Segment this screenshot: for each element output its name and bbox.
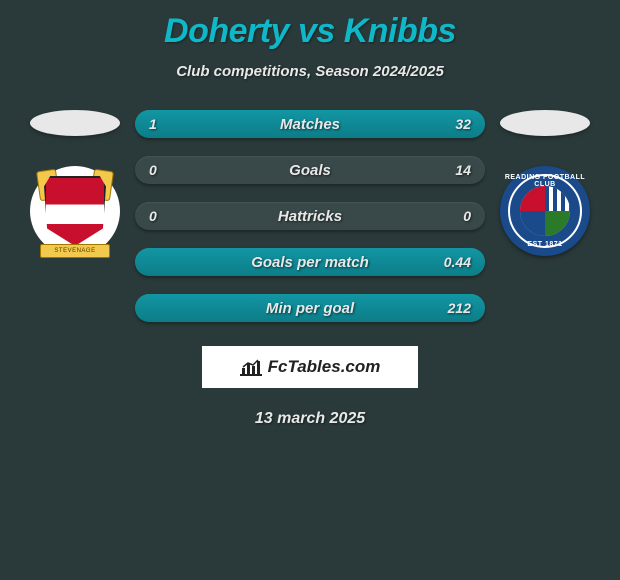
stat-row: Goals per match0.44 — [135, 248, 485, 276]
stat-bars: 1Matches320Goals140Hattricks0Goals per m… — [135, 110, 485, 322]
right-side: READING FOOTBALL CLUB EST 1871 — [495, 110, 595, 256]
left-side: STEVENAGE — [25, 110, 125, 256]
stat-value-right: 0 — [463, 202, 471, 230]
page-title: Doherty vs Knibbs — [0, 0, 620, 51]
stat-label: Goals — [135, 162, 485, 179]
stat-label: Matches — [135, 116, 485, 133]
subtitle: Club competitions, Season 2024/2025 — [0, 63, 620, 80]
stat-row: Min per goal212 — [135, 294, 485, 322]
stat-value-right: 32 — [455, 110, 471, 138]
brand-chart-icon — [240, 358, 262, 376]
stat-value-right: 0.44 — [444, 248, 471, 276]
date-label: 13 march 2025 — [0, 410, 620, 428]
right-team-crest: READING FOOTBALL CLUB EST 1871 — [500, 166, 590, 256]
comparison-area: STEVENAGE 1Matches320Goals140Hattricks0G… — [0, 110, 620, 322]
left-pill — [30, 110, 120, 136]
left-team-crest: STEVENAGE — [30, 166, 120, 256]
left-crest-ribbon: STEVENAGE — [40, 244, 110, 258]
stat-value-right: 212 — [448, 294, 471, 322]
stat-label: Hattricks — [135, 208, 485, 225]
stat-row: 0Goals14 — [135, 156, 485, 184]
stat-label: Goals per match — [135, 254, 485, 271]
brand-text: FcTables.com — [268, 357, 381, 377]
stat-label: Min per goal — [135, 300, 485, 317]
stat-value-right: 14 — [455, 156, 471, 184]
brand-box[interactable]: FcTables.com — [202, 346, 418, 388]
right-pill — [500, 110, 590, 136]
stat-row: 0Hattricks0 — [135, 202, 485, 230]
stat-row: 1Matches32 — [135, 110, 485, 138]
right-crest-text-bot: EST 1871 — [500, 241, 590, 248]
